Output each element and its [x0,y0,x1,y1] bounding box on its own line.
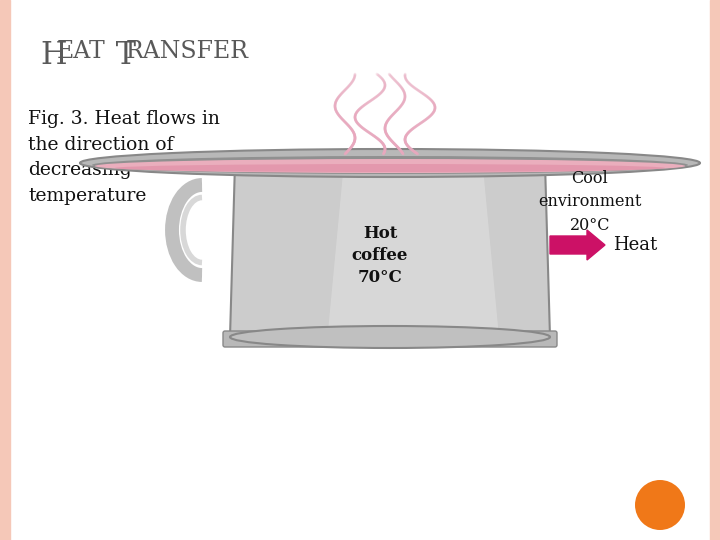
Text: RANSFER: RANSFER [126,40,249,63]
Polygon shape [328,168,498,332]
Ellipse shape [635,480,685,530]
Text: EAT: EAT [57,40,106,63]
Ellipse shape [92,156,688,174]
FancyBboxPatch shape [223,331,557,347]
Ellipse shape [95,159,685,173]
Text: Cool
environment
20°C: Cool environment 20°C [539,170,642,234]
Bar [710,0,720,540]
Ellipse shape [230,326,550,348]
FancyArrow shape [550,230,605,260]
Bar [0,0,10,540]
Text: T: T [106,40,136,71]
Ellipse shape [80,149,700,177]
Text: H: H [40,40,66,71]
Ellipse shape [115,164,665,172]
Text: Heat: Heat [613,236,657,254]
Polygon shape [230,163,550,337]
Text: Hot
coffee
70°C: Hot coffee 70°C [352,225,408,286]
Text: Fig. 3. Heat flows in
the direction of
decreasing
temperature: Fig. 3. Heat flows in the direction of d… [28,110,220,205]
